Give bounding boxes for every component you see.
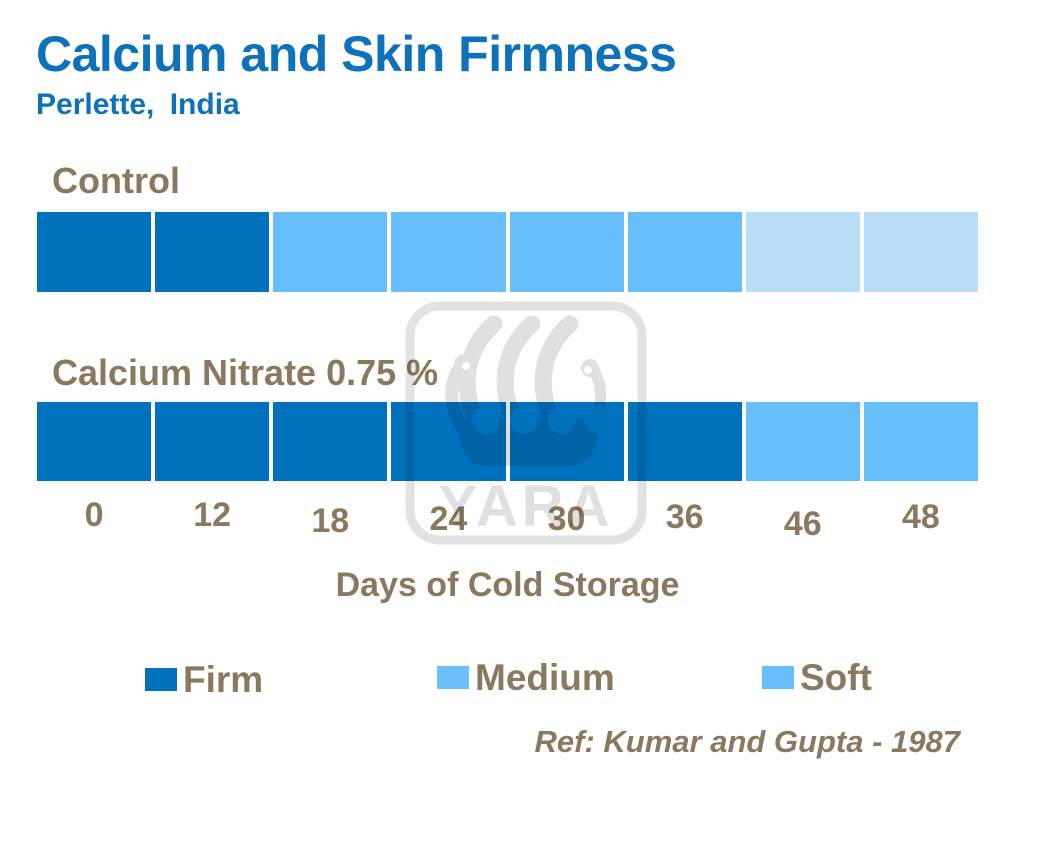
x-tick-label: 48 — [902, 498, 940, 536]
legend-swatch — [145, 668, 177, 691]
bar-segment-firm — [155, 402, 270, 481]
x-tick-label: 46 — [783, 505, 822, 543]
row-label-control: Control — [52, 160, 180, 201]
bar-segment-firm — [627, 402, 742, 481]
bar-segment-firm — [509, 402, 624, 481]
bar-track-calcium-nitrate — [37, 402, 978, 481]
bar-segment-soft — [745, 212, 860, 292]
bar-segment-firm — [155, 212, 270, 292]
legend: Firm Medium Soft — [0, 657, 1051, 708]
bar-segment-medium — [627, 212, 742, 292]
legend-item-soft: Soft — [762, 657, 872, 698]
x-tick-label: 12 — [193, 496, 232, 534]
legend-label: Soft — [800, 657, 872, 698]
bar-segment-medium — [509, 212, 624, 292]
x-tick-label: 36 — [665, 498, 704, 536]
bar-track-control — [37, 212, 978, 292]
x-axis: 0 12 18 24 30 36 46 48 — [37, 496, 978, 543]
legend-item-medium: Medium — [437, 657, 615, 698]
bar-segment-firm — [273, 402, 388, 481]
bar-segment-medium — [391, 212, 506, 292]
bar-segment-soft — [863, 212, 978, 292]
x-axis-title: Days of Cold Storage — [335, 566, 680, 604]
legend-swatch — [437, 666, 469, 689]
x-tick-label: 18 — [311, 502, 350, 540]
bar-segment-medium — [745, 402, 860, 481]
legend-swatch — [762, 666, 794, 689]
bar-segment-firm — [37, 212, 152, 292]
reference-text: Ref: Kumar and Gupta - 1987 — [534, 724, 960, 759]
x-tick-label: 0 — [84, 496, 104, 534]
page-title: Calcium and Skin Firmness — [36, 26, 677, 82]
bar-segment-firm — [37, 402, 152, 481]
bar-segment-medium — [863, 402, 978, 481]
row-label-calcium-nitrate: Calcium Nitrate 0.75 % — [52, 352, 439, 393]
legend-label: Medium — [475, 657, 615, 698]
legend-item-firm: Firm — [145, 659, 264, 700]
x-tick-label: 24 — [429, 500, 468, 538]
legend-label: Firm — [183, 659, 264, 700]
x-tick-label: 30 — [547, 500, 586, 538]
page-subtitle: Perlette, India — [36, 88, 240, 121]
bar-segment-medium — [273, 212, 388, 292]
bar-segment-firm — [391, 402, 506, 481]
